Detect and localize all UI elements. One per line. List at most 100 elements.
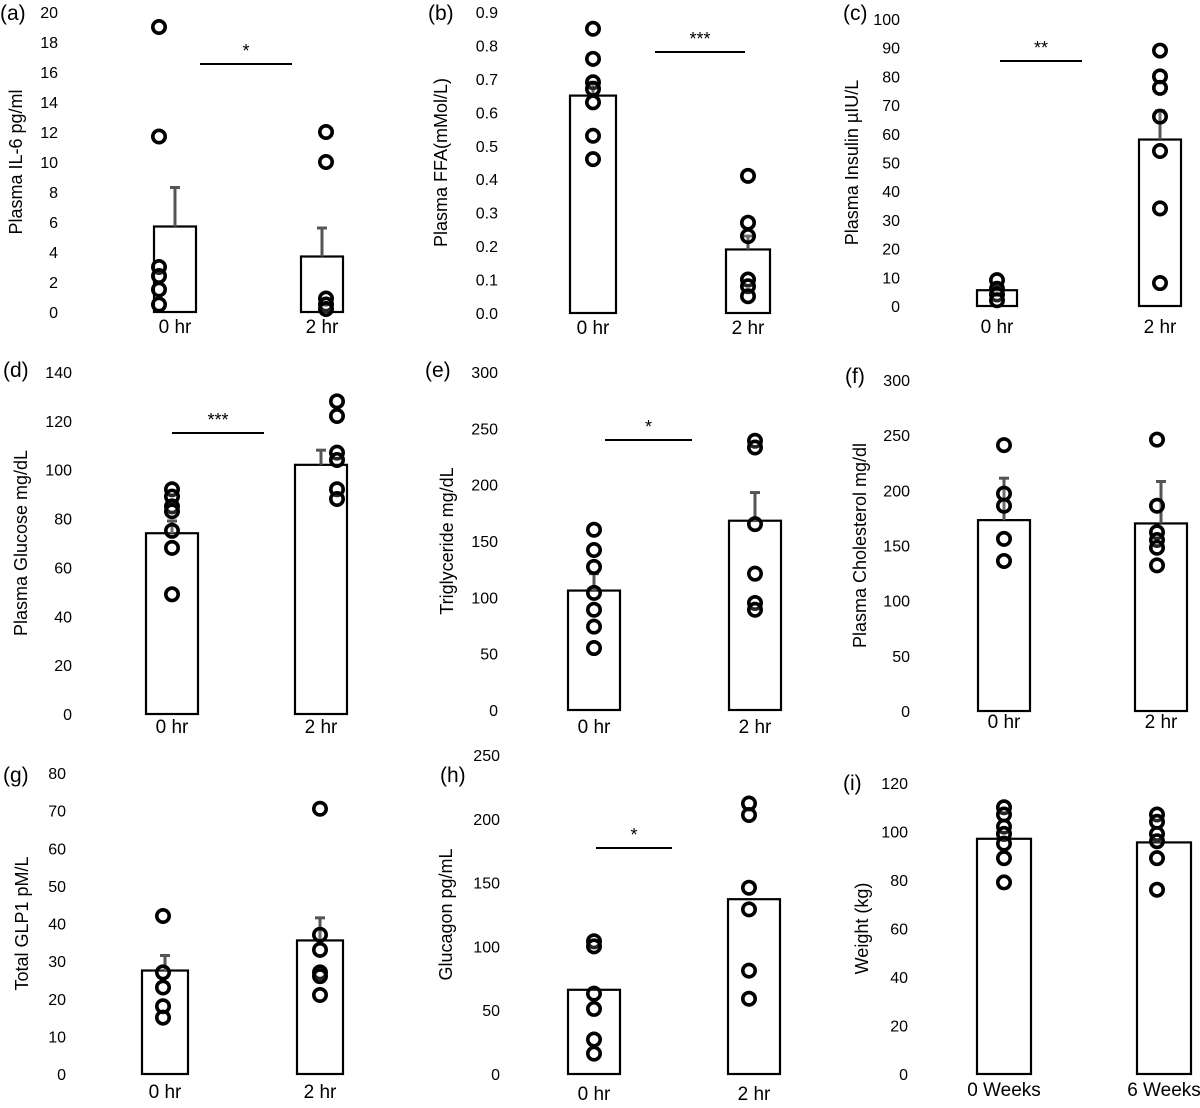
- data-point: [164, 586, 181, 603]
- data-point: [585, 521, 602, 538]
- y-tick-label: 140: [45, 365, 72, 382]
- y-tick-label: 0.0: [476, 306, 498, 323]
- y-tick-label: 60: [882, 127, 900, 144]
- data-point: [155, 907, 172, 924]
- data-point: [995, 850, 1012, 867]
- y-tick-label: 120: [45, 414, 72, 431]
- data-point: [995, 835, 1012, 852]
- y-tick-label: 20: [890, 1019, 908, 1036]
- y-tick-label: 60: [890, 922, 908, 939]
- y-tick-label: 6: [49, 215, 58, 232]
- data-point: [740, 879, 757, 896]
- data-point: [328, 451, 345, 468]
- data-point: [1149, 431, 1166, 448]
- y-tick-label: 0.2: [476, 239, 498, 256]
- data-point: [585, 1045, 602, 1062]
- y-tick-label: 200: [883, 483, 910, 500]
- data-point: [155, 1009, 172, 1026]
- data-point: [151, 281, 168, 298]
- y-tick-label: 100: [883, 594, 910, 611]
- y-tick-label: 4: [49, 245, 58, 262]
- significance-marker: *: [645, 417, 652, 437]
- x-category-label: 2 hr: [739, 717, 772, 738]
- bar: [975, 837, 1033, 1076]
- panel-label: (b): [428, 2, 454, 25]
- y-tick-label: 60: [48, 841, 66, 858]
- panel-label: (d): [3, 359, 29, 382]
- significance-marker: ***: [689, 29, 710, 49]
- y-tick-label: 80: [54, 512, 72, 529]
- y-tick-label: 0.4: [476, 172, 498, 189]
- data-point: [746, 439, 763, 456]
- y-tick-label: 90: [882, 41, 900, 58]
- x-category-label: 0 hr: [159, 317, 192, 338]
- y-axis-label: Triglyceride mg/dL: [437, 467, 457, 614]
- data-point: [1149, 850, 1166, 867]
- data-point: [151, 18, 168, 35]
- chart-panel-3: (c) 0 10 20 30 40 50 60 70 80 90 100 Plasma Insulin …: [842, 2, 1183, 338]
- y-tick-label: 0: [57, 1067, 66, 1084]
- chart-panel-2: (b) 0.0 0.1 0.2 0.3 0.4 0.5 0.6 0.7 0.8 0.9 Plasma …: [428, 2, 772, 339]
- y-tick-label: 16: [40, 65, 58, 82]
- data-point: [585, 584, 602, 601]
- bar: [295, 939, 345, 1076]
- x-category-label: 0 hr: [578, 717, 611, 738]
- significance-marker: *: [630, 825, 637, 845]
- data-point: [740, 990, 757, 1007]
- panel-label: (a): [0, 2, 26, 25]
- data-point: [739, 167, 756, 184]
- y-tick-label: 40: [48, 917, 66, 934]
- data-point: [995, 437, 1012, 454]
- data-point: [311, 941, 328, 958]
- y-axis-label: Weight (kg): [852, 883, 872, 975]
- y-tick-label: 200: [471, 478, 498, 495]
- x-category-label: 2 hr: [306, 317, 339, 338]
- x-category-label: 2 hr: [738, 1084, 771, 1105]
- y-tick-label: 0: [491, 1067, 500, 1084]
- y-tick-label: 10: [48, 1029, 66, 1046]
- x-category-label: 0 Weeks: [967, 1080, 1041, 1101]
- data-point: [1149, 497, 1166, 514]
- bar: [568, 94, 618, 315]
- chart-panel-5: (e) 0 50 100 150 200 250 300 Triglyceride mg/dL 0…: [425, 359, 783, 738]
- data-point: [585, 542, 602, 559]
- y-tick-label: 250: [471, 421, 498, 438]
- y-tick-label: 80: [882, 69, 900, 86]
- chart-panel-7: (g) 0 10 20 30 40 50 60 70 80 Total GLP1 pM/L 0 hr 2…: [3, 764, 345, 1103]
- data-point: [1149, 833, 1166, 850]
- data-point: [585, 1000, 602, 1017]
- data-point: [328, 407, 345, 424]
- panel-label: (h): [440, 764, 466, 787]
- x-category-label: 2 hr: [1145, 712, 1178, 733]
- x-category-label: 2 hr: [1144, 317, 1177, 338]
- data-point: [585, 938, 602, 955]
- data-point: [317, 154, 334, 171]
- x-category-label: 0 hr: [988, 712, 1021, 733]
- y-tick-label: 80: [48, 766, 66, 783]
- bar: [726, 898, 782, 1076]
- data-point: [585, 1031, 602, 1048]
- y-axis-label: Plasma FFA(mMol/L): [431, 78, 451, 247]
- y-tick-label: 250: [883, 428, 910, 445]
- panel-label: (f): [845, 365, 865, 388]
- data-point: [1152, 42, 1169, 59]
- y-tick-label: 0.7: [476, 72, 498, 89]
- y-tick-label: 0: [63, 707, 72, 724]
- significance-marker: *: [242, 41, 249, 61]
- y-tick-label: 0.8: [476, 38, 498, 55]
- data-point: [995, 874, 1012, 891]
- data-point: [311, 800, 328, 817]
- x-category-label: 2 hr: [304, 1082, 337, 1103]
- y-tick-label: 0: [899, 1067, 908, 1084]
- chart-panel-1: (a) 0 2 4 6 8 10 12 14 16 18 20 Plasma IL-6 pg/ml 0 h…: [0, 2, 345, 338]
- data-point: [739, 214, 756, 231]
- y-tick-label: 40: [890, 970, 908, 987]
- y-tick-label: 40: [54, 609, 72, 626]
- bar: [566, 589, 622, 712]
- y-axis-label: Plasma Insulin µIU/L: [842, 80, 862, 245]
- y-tick-label: 300: [883, 373, 910, 390]
- data-point: [740, 901, 757, 918]
- y-tick-label: 100: [45, 463, 72, 480]
- data-point: [585, 618, 602, 635]
- y-tick-label: 50: [482, 1003, 500, 1020]
